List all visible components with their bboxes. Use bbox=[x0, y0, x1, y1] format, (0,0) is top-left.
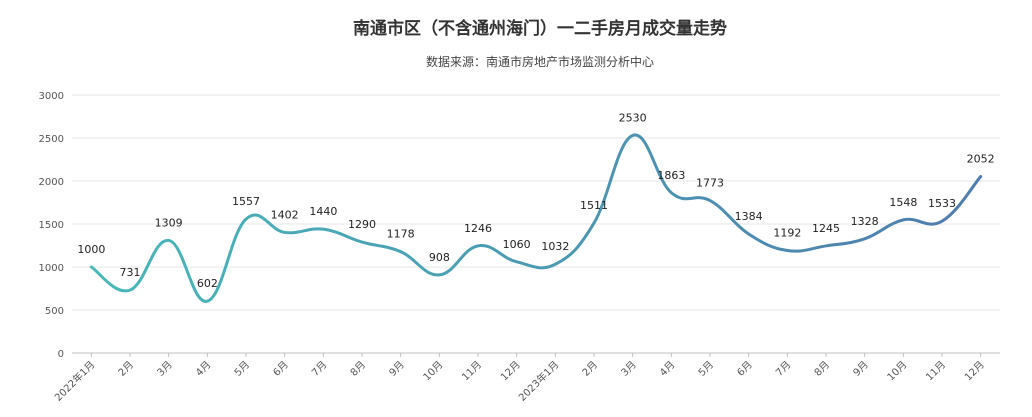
x-tick-label: 2月 bbox=[116, 359, 136, 379]
chart-title: 南通市区（不含通州海门）一二手房月成交量走势 bbox=[353, 18, 727, 39]
x-tick-label: 7月 bbox=[773, 359, 793, 379]
x-tick-label: 7月 bbox=[309, 359, 329, 379]
series-line bbox=[89, 133, 983, 303]
y-tick-label: 500 bbox=[45, 306, 64, 317]
x-tick-label: 6月 bbox=[271, 359, 291, 379]
x-tick-label: 5月 bbox=[232, 359, 252, 379]
data-label: 1060 bbox=[503, 238, 531, 251]
data-label: 1533 bbox=[928, 197, 956, 210]
y-tick-label: 2500 bbox=[39, 134, 64, 145]
data-label: 1000 bbox=[77, 243, 105, 256]
x-tick-label: 12月 bbox=[498, 359, 523, 384]
y-tick-label: 1000 bbox=[39, 263, 64, 274]
data-label: 1402 bbox=[271, 208, 299, 221]
data-label: 1557 bbox=[232, 195, 260, 208]
data-label: 1245 bbox=[812, 222, 840, 235]
x-tick-label: 8月 bbox=[348, 359, 368, 379]
chart-subtitle: 数据来源：南通市房地产市场监测分析中心 bbox=[426, 54, 654, 69]
x-tick-label: 12月 bbox=[962, 359, 987, 384]
x-tick-label: 11月 bbox=[924, 359, 949, 384]
y-tick-label: 0 bbox=[58, 349, 64, 360]
data-label: 731 bbox=[120, 266, 141, 279]
x-tick-label: 9月 bbox=[851, 359, 871, 379]
x-tick-label: 2022年1月 bbox=[52, 358, 98, 404]
data-labels: 1000 731 1309 602 1557 1402 1440 1290 1178 908 124… bbox=[77, 111, 994, 290]
data-label: 1328 bbox=[851, 215, 879, 228]
data-label: 1863 bbox=[657, 169, 685, 182]
data-label: 1548 bbox=[889, 196, 917, 209]
data-label: 1511 bbox=[580, 199, 608, 212]
data-label: 1032 bbox=[541, 240, 569, 253]
x-tick-label: 2月 bbox=[580, 359, 600, 379]
data-label: 908 bbox=[429, 251, 450, 264]
y-tick-label: 1500 bbox=[39, 220, 64, 231]
data-label: 1192 bbox=[773, 226, 801, 239]
data-label: 1178 bbox=[387, 228, 415, 241]
x-tick-label: 3月 bbox=[155, 359, 175, 379]
x-tick-label: 10月 bbox=[885, 359, 910, 384]
data-label: 2530 bbox=[619, 111, 647, 124]
data-label: 1440 bbox=[309, 205, 337, 218]
data-label: 1773 bbox=[696, 177, 724, 190]
x-tick-label: 2023年1月 bbox=[516, 358, 562, 404]
data-label: 1309 bbox=[155, 216, 183, 229]
y-tick-label: 3000 bbox=[39, 91, 64, 102]
y-tick-label: 2000 bbox=[39, 177, 64, 188]
y-axis: 0 500 1000 1500 2000 2500 3000 bbox=[39, 91, 64, 360]
x-tick-label: 8月 bbox=[812, 359, 832, 379]
data-label: 602 bbox=[197, 277, 218, 290]
x-tick-label: 10月 bbox=[421, 359, 446, 384]
data-label: 1290 bbox=[348, 218, 376, 231]
x-tick-label: 9月 bbox=[387, 359, 407, 379]
data-label: 1384 bbox=[735, 210, 763, 223]
x-tick-label: 5月 bbox=[696, 359, 716, 379]
x-tick-label: 6月 bbox=[735, 359, 755, 379]
x-tick-label: 4月 bbox=[657, 359, 677, 379]
data-label: 1246 bbox=[464, 222, 492, 235]
x-tick-label: 11月 bbox=[460, 359, 485, 384]
x-tick-label: 4月 bbox=[193, 359, 213, 379]
data-label: 2052 bbox=[967, 153, 995, 166]
x-tick-label: 3月 bbox=[619, 359, 639, 379]
